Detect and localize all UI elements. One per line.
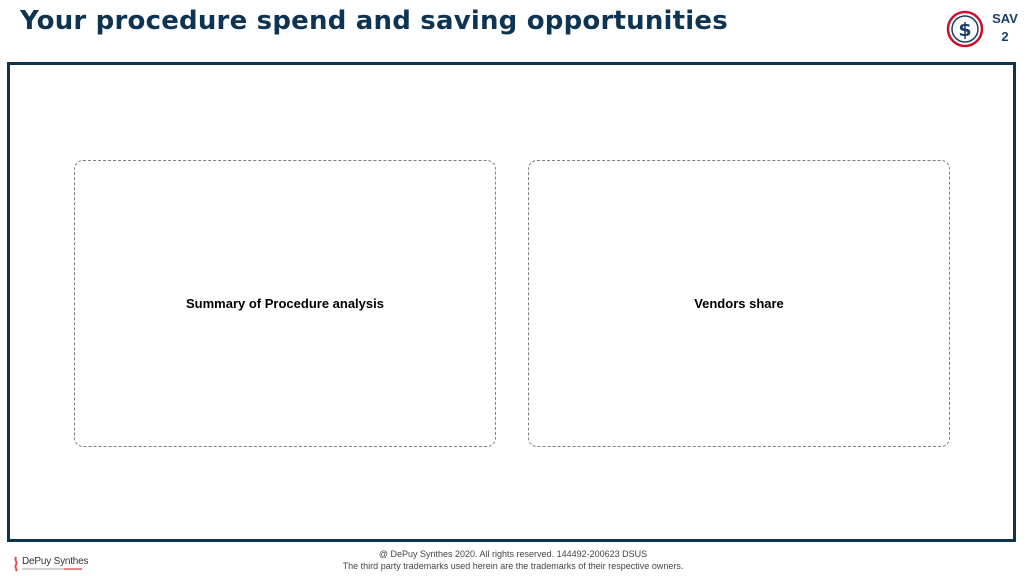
logo-text: DePuy Synthes: [22, 556, 89, 567]
content-frame: Summary of Procedure analysis Vendors sh…: [7, 62, 1016, 542]
logo-tagline-decoration: [22, 568, 82, 570]
badge-label-line2: 2: [1001, 29, 1009, 44]
footer-trademark: The third party trademarks used herein a…: [342, 561, 684, 571]
depuy-synthes-logo: DePuy Synthes: [12, 556, 89, 574]
panel-label-vendors-share: Vendors share: [694, 296, 784, 311]
logo-mark-icon: [14, 556, 18, 572]
panel-label-procedure-summary: Summary of Procedure analysis: [186, 296, 384, 311]
badge-label: SAV 2: [990, 10, 1020, 46]
procedure-summary-panel: Summary of Procedure analysis: [74, 160, 496, 447]
svg-text:$: $: [958, 19, 971, 41]
vendors-share-panel: Vendors share: [528, 160, 950, 447]
footer-copyright: @ DePuy Synthes 2020. All rights reserve…: [378, 549, 648, 559]
footer-legal-text: @ DePuy Synthes 2020. All rights reserve…: [200, 548, 826, 572]
badge-label-line1: SAV: [992, 11, 1018, 26]
dollar-circle-icon: $: [946, 10, 984, 48]
page-title: Your procedure spend and saving opportun…: [20, 6, 728, 36]
